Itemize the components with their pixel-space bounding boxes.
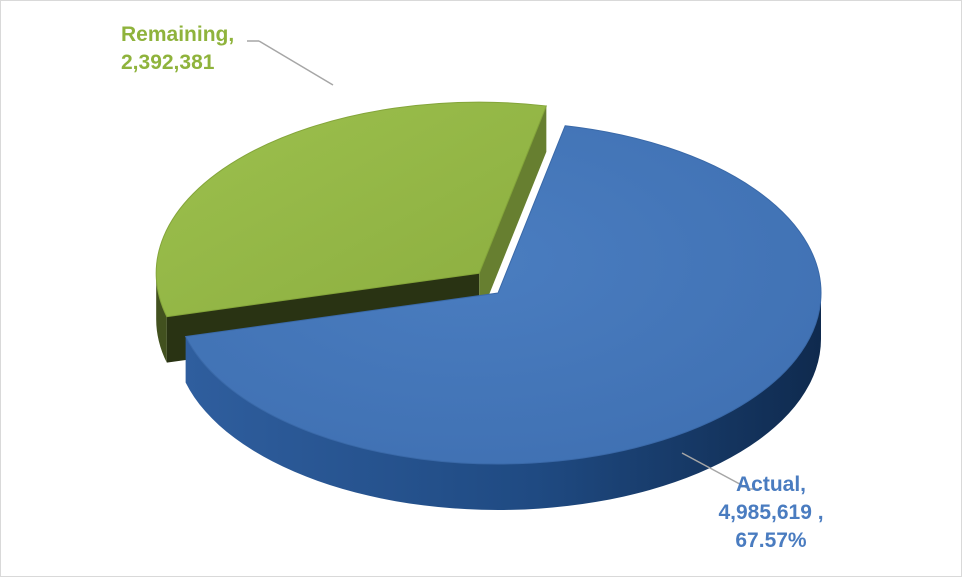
leader-line-actual-1 bbox=[681, 452, 750, 490]
data-label-actual: Actual, 4,985,619 , 67.57% bbox=[701, 471, 841, 555]
actual-label-percent: 67.57% bbox=[735, 529, 807, 552]
leader-line-remaining-2 bbox=[258, 40, 334, 86]
pie-slice-remaining-cut-face-2 bbox=[479, 105, 547, 320]
pie-slice-remaining-top bbox=[155, 101, 548, 318]
actual-label-value: 4,985,619 , bbox=[718, 501, 824, 524]
pie-slice-actual bbox=[184, 125, 822, 510]
remaining-label-name: Remaining, bbox=[121, 23, 235, 46]
pie-slice-actual-top bbox=[184, 125, 822, 465]
actual-label-name: Actual, bbox=[735, 473, 806, 496]
remaining-label-value: 2,392,381 bbox=[121, 51, 215, 74]
data-label-remaining: Remaining, 2,392,381 bbox=[121, 21, 234, 77]
pie-slice-actual-side bbox=[185, 293, 821, 510]
